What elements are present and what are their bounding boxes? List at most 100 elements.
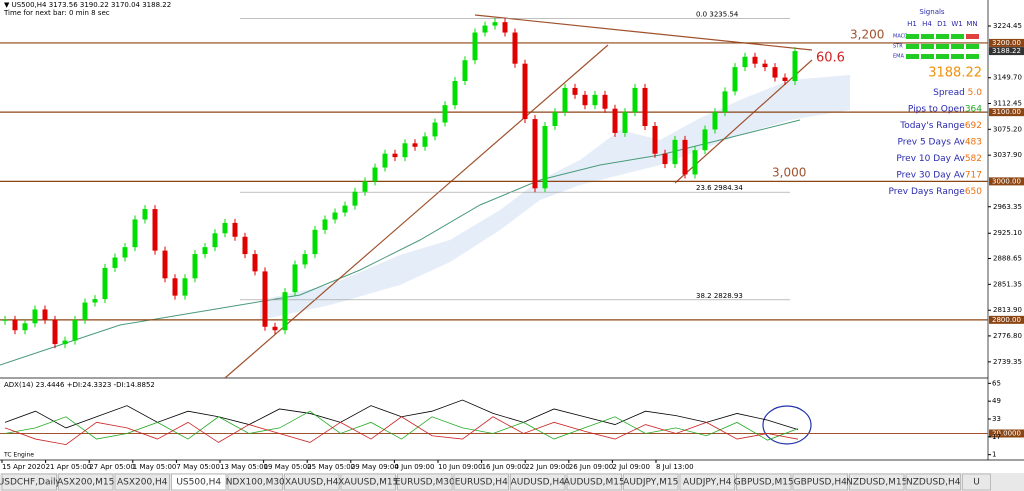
candle [102,267,108,300]
info-label: Prev 5 Days Av [897,137,965,147]
adx-tick-label: 33 [992,415,1001,423]
signal-cell [906,34,919,39]
candle [502,22,508,33]
candle [672,139,678,165]
tab[interactable] [397,473,453,491]
tab[interactable] [58,473,114,491]
candle [342,205,348,213]
info-value: 483 [965,137,982,147]
tab[interactable] [849,473,905,491]
price-tick-label: 3112.45 [993,100,1022,108]
candle [192,254,198,279]
tab-label[interactable]: XAUUSD,H4 [285,478,339,488]
price-tick-label: 2925.10 [993,229,1022,237]
candle [792,51,798,81]
candle [12,319,18,331]
time-label: 25 May 05:00 [307,463,355,471]
candle [82,302,88,320]
tab-label[interactable]: EURUSD,M30 [395,478,455,488]
trend-line [674,59,813,184]
tab[interactable] [510,473,566,491]
tab[interactable] [340,473,396,491]
signals-title: Signals [919,8,945,16]
level-box [989,315,1024,324]
candle [682,139,688,175]
candle [152,209,158,251]
candle [472,32,478,61]
trend-line [474,14,813,51]
tab[interactable] [623,473,679,491]
info-label: Prev Days Range [888,187,965,197]
candle [532,119,538,189]
tab[interactable] [679,473,735,491]
tab-label[interactable]: AUDJPY,H4 [683,478,732,488]
tab[interactable] [284,473,340,491]
tab[interactable] [227,473,283,491]
candle [492,22,498,26]
tab-label[interactable]: ASX200,H4 [117,478,168,488]
time-label: 29 May 09:00 [351,463,399,471]
candle [562,87,568,113]
tab-label[interactable]: NZDUSD,M15 [846,478,907,488]
signal-column: D1 [937,20,947,28]
tab-label[interactable]: USDCHF,Daily [0,478,61,488]
candle [212,233,218,248]
tab-label[interactable]: AUDJPY,M15 [623,478,678,488]
candle [742,56,748,68]
info-value: 650 [965,187,982,197]
candle [512,32,518,64]
signal-cell [936,54,949,59]
candle [772,67,778,78]
tab-label[interactable]: US500,H4 [176,478,221,488]
tab-label[interactable]: NZDUSD,H4 [906,478,961,488]
tab[interactable] [566,473,622,491]
tab-label[interactable]: ASX200,M15 [57,478,114,488]
signal-row-label: MACD [893,34,908,40]
candle [22,323,28,331]
tab-label[interactable]: GBPUSD,H4 [794,478,847,488]
level-note: 3,000 [772,166,806,180]
level-box [989,177,1024,186]
tab[interactable] [453,473,509,491]
tab-label[interactable]: AUDUSD,H4 [511,478,566,488]
adx-line [4,410,799,441]
candle [642,87,648,126]
tab-label[interactable]: GBPUSD,M15 [734,478,794,488]
candle [542,126,548,189]
info-label: Prev 30 Day Av [896,170,965,180]
signal-cell [966,44,979,49]
tab[interactable] [792,473,848,491]
tab-label[interactable]: EURUSD,H4 [455,478,508,488]
candle [382,153,388,168]
current-price: 3188.22 [928,66,982,81]
signal-column: H1 [907,20,917,28]
candle [582,94,588,106]
tab-label[interactable]: XAUUSD,M15 [338,478,398,488]
time-label: 10 Jun 09:00 [438,463,482,471]
level-note: 3,200 [850,28,884,42]
tab-label[interactable]: NDX100,M30 [226,478,285,488]
price-tick-label: 2739.35 [993,358,1022,366]
tab[interactable] [736,473,792,491]
price-tick-label: 2813.90 [993,306,1022,314]
info-row: Prev 10 Day Av582 [896,154,982,164]
candle [112,257,118,268]
tab[interactable] [1,473,57,491]
time-label: 4 Jun 09:00 [394,463,434,471]
candle [32,309,38,324]
tab[interactable] [962,473,991,491]
candle [42,309,48,320]
tab[interactable] [114,473,170,491]
signal-column: W1 [951,20,962,28]
bar-timer: Time for next bar: 0 min 8 sec [3,9,110,17]
tab-label[interactable]: AUDUSD,M15 [564,478,625,488]
time-label: 27 Apr 05:00 [89,463,135,471]
tab[interactable] [905,473,961,491]
info-label: Spread [933,88,968,98]
time-label: 19 May 05:00 [264,463,312,471]
candle [762,63,768,68]
time-label: 22 Jun 09:00 [525,463,569,471]
candle [612,108,618,133]
tab[interactable] [171,473,227,491]
tab-label[interactable]: U [973,478,980,488]
